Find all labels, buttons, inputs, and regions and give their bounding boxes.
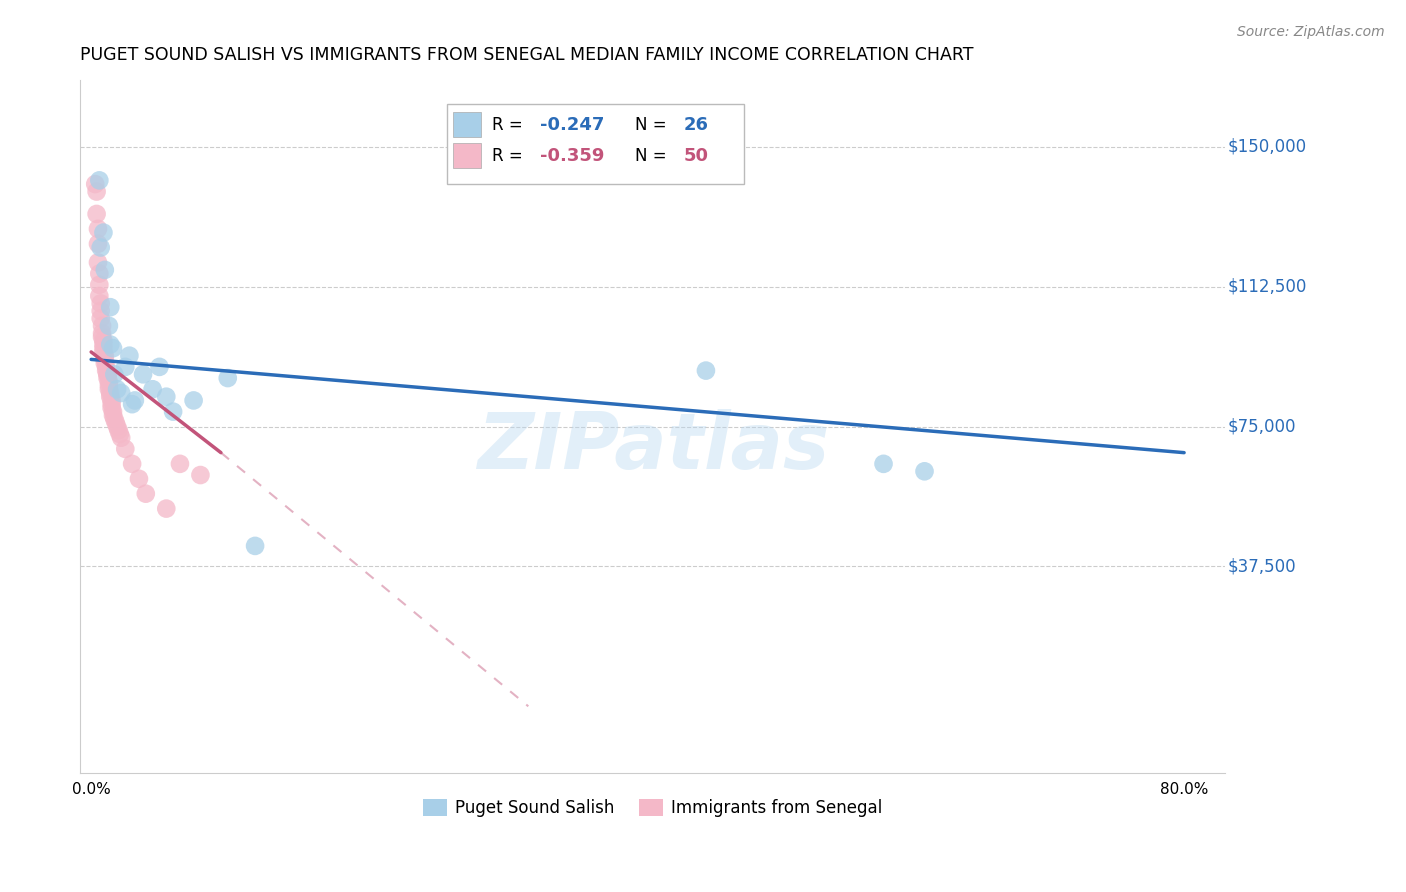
Point — [104, 416, 127, 430]
Point — [87, 255, 110, 269]
Text: $150,000: $150,000 — [1227, 137, 1306, 156]
Point — [183, 393, 205, 408]
Point — [90, 304, 112, 318]
Point — [243, 539, 266, 553]
Point — [98, 300, 121, 314]
Point — [155, 501, 177, 516]
Text: R =: R = — [492, 116, 529, 134]
Text: 26: 26 — [683, 116, 709, 134]
Point — [103, 412, 125, 426]
Point — [110, 386, 132, 401]
Point — [97, 378, 120, 392]
Point — [914, 464, 936, 478]
Point — [96, 363, 118, 377]
Point — [98, 386, 121, 401]
Text: -0.359: -0.359 — [540, 147, 605, 165]
Point — [162, 404, 184, 418]
Point — [86, 207, 108, 221]
Point — [100, 401, 122, 415]
Point — [89, 277, 111, 292]
Point — [86, 185, 108, 199]
Point — [135, 486, 157, 500]
Point — [155, 390, 177, 404]
Point — [110, 431, 132, 445]
Text: ZIPatlas: ZIPatlas — [477, 409, 828, 485]
Point — [93, 341, 115, 355]
Point — [103, 368, 125, 382]
Point — [128, 472, 150, 486]
Point — [101, 404, 124, 418]
Point — [94, 263, 117, 277]
Point — [114, 442, 136, 456]
Point — [91, 318, 114, 333]
Point — [90, 311, 112, 326]
Point — [100, 393, 122, 408]
Legend: Puget Sound Salish, Immigrants from Senegal: Puget Sound Salish, Immigrants from Sene… — [416, 793, 889, 824]
Point — [105, 419, 128, 434]
Point — [124, 393, 146, 408]
Point — [97, 318, 120, 333]
Point — [97, 382, 120, 396]
Point — [93, 226, 115, 240]
FancyBboxPatch shape — [447, 104, 744, 184]
Point — [90, 240, 112, 254]
Point — [100, 397, 122, 411]
Point — [96, 359, 118, 374]
Point — [108, 427, 131, 442]
Text: Source: ZipAtlas.com: Source: ZipAtlas.com — [1237, 25, 1385, 39]
Point — [93, 337, 115, 351]
Point — [132, 368, 155, 382]
Point — [872, 457, 894, 471]
Point — [87, 236, 110, 251]
Point — [107, 423, 129, 437]
Point — [105, 382, 128, 396]
Point — [91, 330, 114, 344]
Point — [695, 363, 717, 377]
Text: $37,500: $37,500 — [1227, 558, 1296, 575]
Point — [114, 359, 136, 374]
Point — [118, 349, 141, 363]
Point — [101, 341, 124, 355]
Text: -0.247: -0.247 — [540, 116, 605, 134]
Point — [121, 457, 143, 471]
Point — [98, 390, 121, 404]
Point — [121, 397, 143, 411]
Point — [87, 222, 110, 236]
Point — [96, 368, 118, 382]
Text: R =: R = — [492, 147, 529, 165]
Point — [148, 359, 170, 374]
Text: 50: 50 — [683, 147, 709, 165]
Point — [98, 337, 121, 351]
Point — [101, 409, 124, 423]
Point — [89, 267, 111, 281]
Point — [169, 457, 191, 471]
Point — [97, 375, 120, 389]
FancyBboxPatch shape — [454, 144, 481, 169]
Point — [93, 345, 115, 359]
Point — [89, 173, 111, 187]
Point — [94, 349, 117, 363]
Text: N =: N = — [636, 147, 672, 165]
Point — [93, 334, 115, 348]
Point — [84, 177, 107, 191]
Point — [94, 352, 117, 367]
Point — [217, 371, 239, 385]
Point — [96, 368, 118, 382]
Point — [90, 296, 112, 310]
Text: $75,000: $75,000 — [1227, 417, 1296, 435]
Point — [89, 289, 111, 303]
Point — [91, 326, 114, 341]
Text: PUGET SOUND SALISH VS IMMIGRANTS FROM SENEGAL MEDIAN FAMILY INCOME CORRELATION C: PUGET SOUND SALISH VS IMMIGRANTS FROM SE… — [80, 46, 974, 64]
Point — [94, 356, 117, 370]
Point — [142, 382, 165, 396]
FancyBboxPatch shape — [454, 112, 481, 137]
Point — [96, 371, 118, 385]
Text: N =: N = — [636, 116, 672, 134]
Text: $112,500: $112,500 — [1227, 277, 1306, 295]
Point — [190, 468, 212, 483]
